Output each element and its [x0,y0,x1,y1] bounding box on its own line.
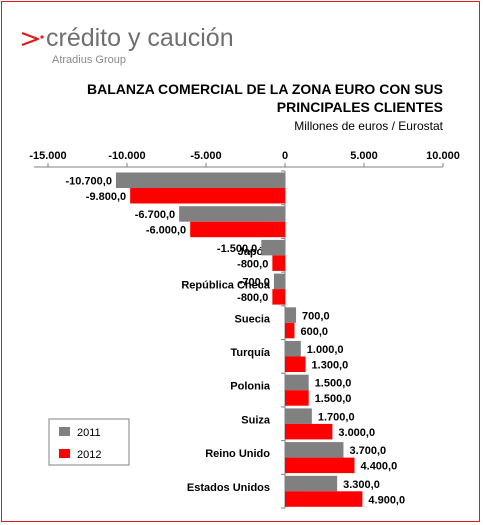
data-label-2011: 700,0 [302,310,330,322]
data-label-2011: -1.500,0 [217,243,257,255]
bar-2012 [285,491,363,507]
bar-2011 [273,273,285,290]
logo-dot-icon [40,35,44,39]
data-label-2011: -10.700,0 [65,176,111,188]
category-label: Polonia [230,381,271,393]
category-label: Suecia [235,313,271,325]
bar-2012 [130,188,285,204]
data-label-2011: -6.700,0 [135,209,175,221]
data-label-2011: 3.300,0 [343,479,380,491]
bar-2011 [285,374,309,391]
bar-2012 [285,457,355,474]
x-axis: -15.000 -10.000 -5.000 0 5.000 10.000 [29,150,460,168]
legend-label-2011: 2011 [77,427,101,439]
data-label-2012: 1.300,0 [312,360,349,372]
category-label: Suiza [241,414,271,426]
x-tick-label: -15.000 [29,150,66,162]
bar-2011 [285,442,344,458]
bar-2011 [285,307,297,323]
chart-title-line-1: BALANZA COMERCIAL DE LA ZONA EURO CON SU… [87,81,443,97]
data-label-2012: -800,0 [237,292,268,304]
data-label-2011: 1.000,0 [307,344,344,356]
bar-2012 [285,322,295,339]
data-label-2012: 1.500,0 [315,393,352,405]
bar-2012 [190,221,285,238]
x-tick-label: 0 [282,150,288,162]
data-label-2012: 600,0 [300,326,328,338]
bar-2011 [285,475,338,492]
legend-label-2012: 2012 [77,449,101,461]
bar-2011 [179,206,285,222]
data-label-2012: -800,0 [237,258,268,270]
legend: 2011 2012 [48,418,130,466]
data-label-2012: 3.000,0 [338,427,375,439]
data-label-2011: 1.500,0 [315,378,352,390]
bar-2012 [285,390,309,406]
data-label-2011: 1.700,0 [318,411,355,423]
legend-swatch-2012 [59,449,70,458]
logo-name: crédito y caución [46,24,234,52]
data-label-2011: 3.700,0 [349,445,386,457]
logo-arrow-icon [21,31,40,47]
legend-swatch-2011 [59,427,70,436]
x-tick-label: 10.000 [426,150,460,162]
bar-2012 [285,423,333,440]
category-label: República Checa [181,280,271,292]
category-label: Turquía [230,347,270,359]
chart-subtitle: Millones de euros / Eurostat [294,119,443,133]
logo: crédito y caución Atradius Group [21,24,234,66]
bar-2011 [285,341,301,357]
category-label: Reino Unido [205,448,270,460]
bar-2012 [285,356,306,372]
data-label-2011: -700,0 [239,277,270,289]
x-tick-label: -5.000 [190,150,221,162]
data-label-2012: -6.000,0 [146,225,186,237]
data-label-2012: 4.900,0 [368,494,405,506]
data-label-2012: 4.400,0 [361,461,398,473]
data-label-2012: -9.800,0 [86,191,126,203]
bar-2011 [285,408,312,424]
bar-2011 [115,172,285,188]
bar-2012 [272,289,285,305]
bar-2012 [272,255,285,271]
logo-tagline: Atradius Group [52,54,126,66]
bar-2011 [261,239,285,256]
category-label: Estados Unidos [187,482,270,494]
chart-title-line-2: PRINCIPALES CLIENTES [277,99,443,115]
x-tick-label: -10.000 [108,150,145,162]
plot-area: China-10.700,0-9.800,0Rusia-6.700,0-6.00… [65,170,405,509]
x-tick-label: 5.000 [350,150,378,162]
